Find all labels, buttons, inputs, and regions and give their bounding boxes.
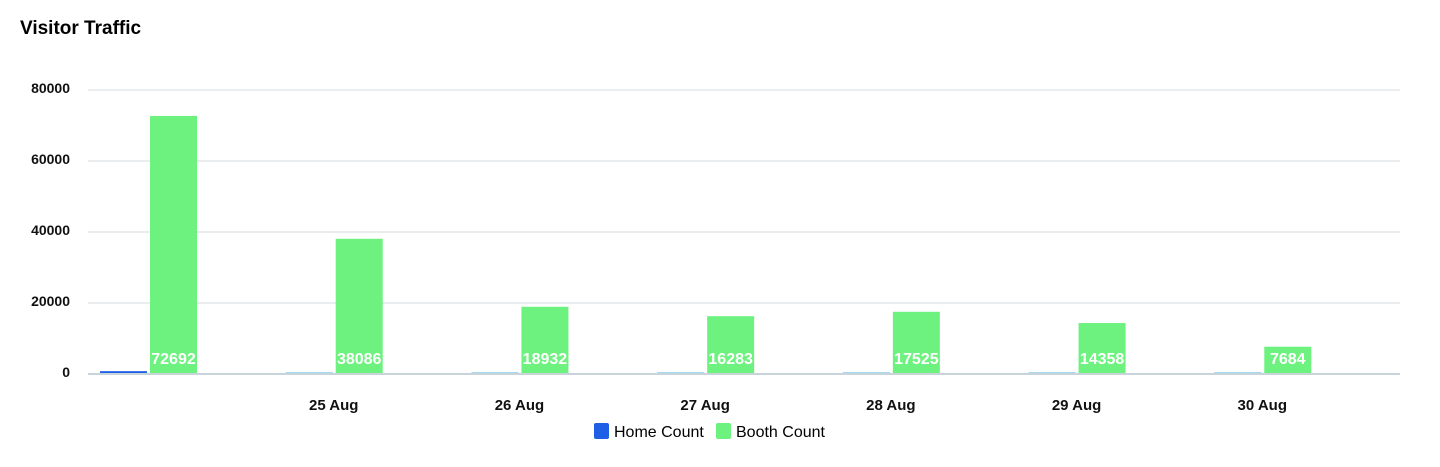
bar-booth-count[interactable]	[521, 306, 569, 374]
y-axis: 0 20000 40000 60000 80000	[31, 80, 70, 380]
x-tick-label: 27 Aug	[680, 397, 729, 414]
x-axis: 25 Aug 26 Aug 27 Aug 28 Aug 29 Aug 30 Aug	[88, 373, 1400, 414]
legend: Home Count Booth Count	[594, 423, 826, 441]
legend-swatch-booth-count[interactable]	[716, 423, 731, 439]
bar-booth-count[interactable]	[150, 115, 197, 375]
bar-booth-count[interactable]	[335, 238, 383, 374]
legend-label-booth-count[interactable]: Booth Count	[736, 424, 826, 441]
data-label: 17525	[894, 351, 939, 368]
x-tick-label: 25 Aug	[309, 397, 358, 414]
data-label: 72692	[151, 351, 196, 368]
data-label: 7684	[1270, 351, 1306, 368]
data-labels: 72692 38086 18932 16283 17525 14358 7684	[151, 351, 1305, 368]
bars	[100, 115, 1312, 375]
bar-booth-count[interactable]	[707, 316, 755, 374]
y-tick-label: 40000	[31, 222, 70, 238]
y-tick-label: 0	[62, 364, 70, 380]
data-label: 18932	[523, 351, 568, 368]
chart-title: Visitor Traffic	[20, 18, 142, 39]
y-tick-label: 60000	[31, 151, 70, 167]
x-tick-label: 26 Aug	[495, 397, 544, 414]
y-tick-label: 80000	[31, 80, 70, 96]
data-label: 38086	[337, 351, 382, 368]
legend-swatch-home-count[interactable]	[594, 423, 609, 439]
legend-label-home-count[interactable]: Home Count	[614, 424, 704, 441]
y-tick-label: 20000	[31, 293, 70, 309]
data-label: 16283	[708, 351, 753, 368]
x-tick-label: 29 Aug	[1052, 397, 1101, 414]
bar-booth-count[interactable]	[1264, 346, 1312, 374]
bar-booth-count[interactable]	[892, 311, 940, 374]
data-label: 14358	[1080, 351, 1125, 368]
x-tick-label: 28 Aug	[866, 397, 915, 414]
bar-booth-count[interactable]	[1078, 323, 1126, 374]
x-tick-label: 30 Aug	[1238, 397, 1287, 414]
bar-home-count[interactable]	[100, 371, 147, 374]
